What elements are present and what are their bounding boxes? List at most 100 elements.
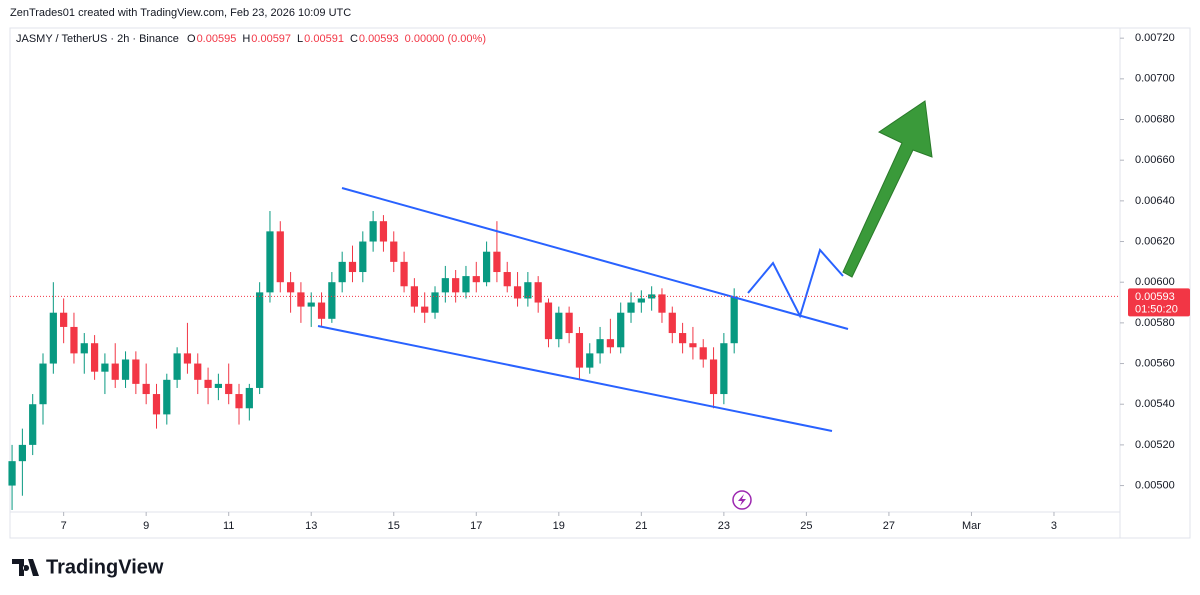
- x-tick-label: 3: [1051, 520, 1057, 532]
- x-tick-label: 17: [470, 520, 482, 532]
- candle-body: [658, 294, 666, 313]
- price-label: 0.00593: [1135, 291, 1175, 303]
- candle-body: [225, 383, 233, 395]
- candle-body: [482, 251, 491, 283]
- candle-body: [709, 359, 718, 395]
- x-tick-label: 7: [61, 520, 67, 532]
- candle-body: [689, 343, 697, 348]
- candle-body: [183, 353, 192, 364]
- credit: ZenTrades01 created with TradingView.com…: [10, 7, 351, 19]
- candle-body: [720, 343, 728, 395]
- candle-body: [606, 339, 615, 348]
- ohlc-value: 0.00595: [197, 33, 237, 45]
- x-tick-label: 21: [635, 520, 647, 532]
- candle-body: [369, 221, 377, 242]
- candle-body: [256, 292, 264, 388]
- ohlc-value: 0.00593: [359, 33, 399, 45]
- candle-body: [441, 278, 449, 293]
- candle-body: [276, 231, 284, 283]
- plot: [8, 211, 738, 510]
- symbol: JASMY / TetherUS · 2h · Binance: [16, 33, 179, 45]
- candle-body: [163, 379, 171, 415]
- candle-body: [555, 312, 563, 340]
- candle-body: [534, 282, 542, 303]
- candle-body: [431, 292, 439, 313]
- candle-body: [286, 282, 295, 293]
- ohlc-value: 0.00597: [251, 33, 291, 45]
- event-bolt: [738, 494, 746, 506]
- y-tick-label: 0.00720: [1135, 32, 1175, 44]
- channel-upper: [341, 187, 849, 330]
- candle-body: [152, 394, 161, 415]
- candle-body: [29, 404, 37, 445]
- x-tick-label: 25: [800, 520, 812, 532]
- y-tick-label: 0.00600: [1135, 276, 1175, 288]
- y-tick-label: 0.00540: [1135, 398, 1175, 410]
- candle-body: [70, 326, 78, 354]
- candle-body: [596, 339, 604, 354]
- candle-body: [101, 363, 109, 372]
- candle-body: [493, 251, 501, 273]
- ohlc-key: H: [242, 33, 250, 45]
- candle-body: [173, 353, 181, 380]
- ohlc-legend: O 0.00595 H 0.00597 L 0.00591 C 0.00593 0.00000 …: [187, 33, 486, 45]
- candle-body: [307, 302, 315, 307]
- candle-body: [142, 383, 150, 395]
- candle-body: [39, 363, 47, 405]
- candle-body: [462, 276, 470, 293]
- x-tick-label: 19: [553, 520, 565, 532]
- candle-body: [348, 261, 357, 273]
- candle-body: [410, 286, 418, 307]
- projection-path: [747, 247, 844, 319]
- candle-body: [338, 261, 346, 283]
- candle-body: [400, 261, 408, 287]
- candle-body: [472, 276, 480, 283]
- candle-body: [390, 241, 398, 262]
- x-tick-label: Mar: [962, 520, 981, 532]
- frame: [9, 27, 1191, 539]
- candle-body: [421, 306, 429, 313]
- candle-body: [266, 231, 274, 293]
- candle-body: [90, 343, 99, 372]
- candle-body: [575, 333, 584, 368]
- ohlc-value: 0.00591: [304, 33, 344, 45]
- x-tick-label: 15: [388, 520, 400, 532]
- candle-body: [379, 221, 388, 242]
- x-tick-label: 13: [305, 520, 317, 532]
- candle-body: [513, 286, 522, 299]
- candle-body: [524, 282, 532, 299]
- logo-text: TradingView: [46, 556, 164, 578]
- candle-body: [49, 312, 57, 364]
- candle-body: [204, 379, 212, 388]
- candle-body: [678, 333, 687, 344]
- candle-body: [648, 294, 656, 299]
- y-tick-label: 0.00580: [1135, 317, 1175, 329]
- channel-lower: [317, 325, 833, 432]
- x-tick-label: 11: [223, 520, 234, 532]
- event-icon[interactable]: [732, 490, 752, 510]
- candle-body: [60, 312, 68, 327]
- candle-body: [503, 272, 511, 287]
- y-tick-label: 0.00520: [1135, 439, 1175, 451]
- candle-body: [359, 241, 367, 273]
- candle-body: [297, 292, 305, 307]
- candle-body: [668, 312, 676, 334]
- countdown: 01:50:20: [1135, 303, 1178, 315]
- ohlc-key: O: [187, 33, 196, 45]
- x-tick-label: 9: [143, 520, 149, 532]
- y-tick-label: 0.00660: [1135, 154, 1175, 166]
- candle-body: [194, 363, 202, 380]
- y-tick-label: 0.00560: [1135, 357, 1175, 369]
- candle-body: [699, 347, 707, 360]
- candle-body: [544, 302, 553, 340]
- candle-body: [637, 298, 645, 303]
- x-tick-label: 27: [883, 520, 895, 532]
- candle-body: [627, 302, 635, 313]
- y-tick-label: 0.00500: [1135, 479, 1175, 491]
- y-tick-label: 0.00700: [1135, 73, 1175, 85]
- ohlc-key: L: [297, 33, 303, 45]
- ohlc-key: C: [350, 33, 358, 45]
- candle-body: [235, 394, 243, 409]
- candle-body: [245, 387, 253, 409]
